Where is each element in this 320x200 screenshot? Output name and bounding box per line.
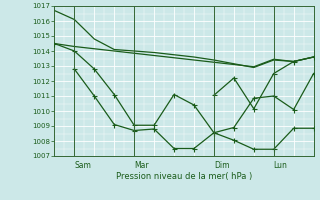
Text: Dim: Dim bbox=[214, 161, 229, 170]
Text: Sam: Sam bbox=[74, 161, 91, 170]
X-axis label: Pression niveau de la mer( hPa ): Pression niveau de la mer( hPa ) bbox=[116, 172, 252, 181]
Text: Mar: Mar bbox=[134, 161, 149, 170]
Text: Lun: Lun bbox=[274, 161, 288, 170]
